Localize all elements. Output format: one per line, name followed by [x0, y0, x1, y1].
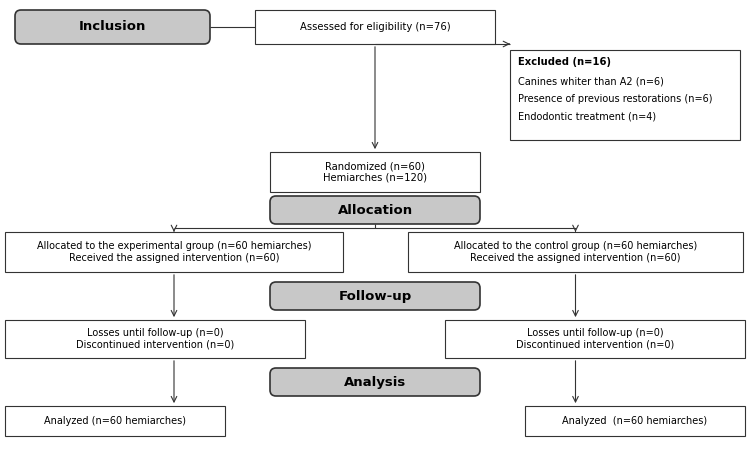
Text: Assessed for eligibility (n=76): Assessed for eligibility (n=76) — [300, 22, 450, 32]
FancyBboxPatch shape — [270, 196, 480, 224]
Text: Canines whiter than A2 (n=6): Canines whiter than A2 (n=6) — [518, 77, 664, 87]
FancyBboxPatch shape — [15, 10, 210, 44]
Text: Analyzed  (n=60 hemiarches): Analyzed (n=60 hemiarches) — [562, 416, 707, 426]
FancyBboxPatch shape — [510, 50, 740, 140]
FancyBboxPatch shape — [408, 232, 743, 272]
Text: Follow-up: Follow-up — [338, 290, 412, 302]
FancyBboxPatch shape — [5, 232, 343, 272]
FancyBboxPatch shape — [270, 282, 480, 310]
Text: Losses until follow-up (n=0)
Discontinued intervention (n=0): Losses until follow-up (n=0) Discontinue… — [516, 328, 674, 350]
Text: Losses until follow-up (n=0)
Discontinued intervention (n=0): Losses until follow-up (n=0) Discontinue… — [76, 328, 234, 350]
FancyBboxPatch shape — [270, 152, 480, 192]
Text: Endodontic treatment (n=4): Endodontic treatment (n=4) — [518, 111, 656, 121]
FancyBboxPatch shape — [525, 406, 745, 436]
Text: Analysis: Analysis — [344, 376, 406, 389]
Text: Presence of previous restorations (n=6): Presence of previous restorations (n=6) — [518, 94, 712, 104]
Text: Excluded (n=16): Excluded (n=16) — [518, 57, 611, 67]
FancyBboxPatch shape — [5, 406, 225, 436]
Text: Allocated to the experimental group (n=60 hemiarches)
Received the assigned inte: Allocated to the experimental group (n=6… — [37, 241, 311, 263]
FancyBboxPatch shape — [445, 320, 745, 358]
Text: Inclusion: Inclusion — [79, 20, 146, 34]
FancyBboxPatch shape — [270, 368, 480, 396]
Text: Analyzed (n=60 hemiarches): Analyzed (n=60 hemiarches) — [44, 416, 186, 426]
FancyBboxPatch shape — [5, 320, 305, 358]
Text: Allocation: Allocation — [338, 203, 412, 217]
Text: Randomized (n=60)
Hemiarches (n=120): Randomized (n=60) Hemiarches (n=120) — [323, 161, 427, 183]
FancyBboxPatch shape — [255, 10, 495, 44]
Text: Allocated to the control group (n=60 hemiarches)
Received the assigned intervent: Allocated to the control group (n=60 hem… — [454, 241, 698, 263]
